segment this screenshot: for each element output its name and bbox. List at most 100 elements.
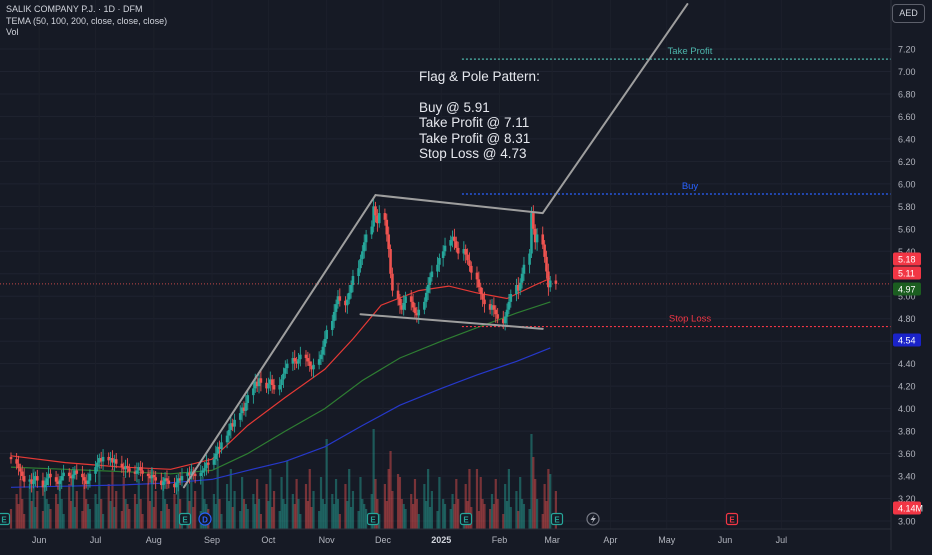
candle-body bbox=[56, 481, 60, 484]
y-tick-label: 4.20 bbox=[898, 382, 916, 392]
volume-bar bbox=[492, 504, 495, 529]
candle-body bbox=[73, 470, 77, 475]
candle-body bbox=[20, 471, 24, 477]
candle-body bbox=[146, 473, 150, 477]
volume-bar bbox=[194, 491, 197, 529]
candle-body bbox=[413, 307, 417, 314]
candle-body bbox=[404, 296, 407, 303]
volume-bar bbox=[58, 479, 61, 529]
volume-bar bbox=[464, 484, 467, 529]
candle-body bbox=[15, 459, 18, 464]
candle-body bbox=[312, 364, 315, 370]
volume-bar bbox=[522, 504, 526, 529]
tema-line-3 bbox=[10, 347, 551, 488]
volume-bar bbox=[9, 509, 13, 529]
candle-body bbox=[317, 359, 321, 365]
candle-body bbox=[535, 234, 539, 243]
candle-body bbox=[496, 314, 499, 319]
candle-body bbox=[62, 472, 65, 477]
volume-bar bbox=[225, 484, 229, 529]
note-tp1: Take Profit @ 7.11 bbox=[419, 115, 530, 130]
candle-body bbox=[547, 271, 550, 288]
candle-body bbox=[475, 272, 479, 280]
volume-bar bbox=[162, 477, 165, 529]
volume-bar bbox=[430, 491, 433, 529]
volume-bar bbox=[278, 511, 281, 529]
currency-badge[interactable]: AED bbox=[892, 4, 925, 23]
note-stop: Stop Loss @ 4.73 bbox=[419, 146, 527, 161]
candle-body bbox=[229, 423, 233, 430]
candle-body bbox=[148, 476, 152, 479]
candle-body bbox=[30, 479, 33, 484]
volume-bar bbox=[267, 501, 270, 529]
candle-body bbox=[152, 474, 156, 478]
candle-body bbox=[246, 395, 250, 403]
marker-letter: D bbox=[202, 516, 208, 525]
volume-bar bbox=[528, 509, 531, 529]
candle-body bbox=[99, 458, 103, 462]
volume-bar bbox=[520, 499, 524, 529]
tema-line-1 bbox=[10, 277, 551, 470]
candle-body bbox=[501, 318, 505, 324]
symbol-line[interactable]: SALIK COMPANY P.J. · 1D · DFM bbox=[6, 4, 143, 14]
candle-body bbox=[464, 249, 467, 255]
volume-bar bbox=[45, 499, 48, 529]
volume-bar bbox=[239, 511, 242, 529]
volume-bar bbox=[70, 501, 73, 529]
volume-bar bbox=[21, 499, 24, 529]
price-label-text: 4.14M bbox=[898, 504, 923, 514]
volume-bar bbox=[160, 511, 163, 529]
y-tick-label: 6.00 bbox=[898, 179, 916, 189]
volume-bar bbox=[295, 479, 298, 529]
price-label-text: 4.54 bbox=[898, 336, 916, 346]
candle-body bbox=[456, 247, 460, 254]
y-tick-label: 4.00 bbox=[898, 404, 916, 414]
volume-bar bbox=[545, 501, 548, 529]
candle-body bbox=[398, 298, 402, 306]
candle-body bbox=[163, 478, 167, 482]
tema-indicator-line[interactable]: TEMA (50, 100, 200, close, close, close) bbox=[6, 15, 168, 26]
pattern-breakout-line bbox=[541, 3, 689, 215]
candle-body bbox=[47, 473, 50, 479]
volume-bar bbox=[404, 509, 407, 529]
volume-bar bbox=[218, 499, 221, 529]
pattern-pole-line bbox=[182, 194, 377, 489]
candle-body bbox=[268, 379, 272, 384]
volume-indicator-line[interactable]: Vol bbox=[6, 27, 19, 37]
volume-bar bbox=[481, 499, 484, 529]
candle-body bbox=[396, 290, 400, 299]
volume-bar bbox=[75, 491, 78, 529]
candle-body bbox=[225, 435, 229, 443]
volume-bar bbox=[241, 477, 244, 529]
candle-body bbox=[265, 382, 268, 389]
candle-body bbox=[36, 476, 39, 481]
candle-body bbox=[161, 481, 165, 486]
volume-bar bbox=[423, 484, 426, 529]
level-lines-layer: Take Profit Buy Stop Loss bbox=[0, 46, 891, 328]
chart-legend: SALIK COMPANY P.J. · 1D · DFM TEMA (50, … bbox=[6, 4, 167, 39]
volume-bar bbox=[331, 494, 334, 529]
y-tick-label: 3.80 bbox=[898, 427, 916, 437]
candle-body bbox=[180, 476, 184, 481]
time-axis[interactable]: Jun Jul Aug Sep Oct Nov Dec 2025 Feb Mar Apr May Jun… bbox=[0, 528, 891, 545]
candle-body bbox=[220, 442, 223, 450]
candle-body bbox=[389, 249, 392, 274]
volume-bar bbox=[519, 477, 522, 529]
candle-body bbox=[267, 383, 270, 389]
y-tick-label: 3.20 bbox=[898, 494, 916, 504]
volume-bar bbox=[30, 501, 33, 529]
volume-bar bbox=[122, 477, 125, 529]
volume-bar bbox=[56, 504, 60, 529]
volume-bar bbox=[120, 511, 123, 529]
y-tick-label: 6.60 bbox=[898, 112, 916, 122]
candle-body bbox=[109, 458, 112, 461]
candle-body bbox=[252, 388, 255, 396]
volume-bar bbox=[167, 509, 170, 529]
volume-bar bbox=[98, 467, 101, 529]
earnings-marker bbox=[459, 512, 473, 526]
volume-bar bbox=[389, 451, 392, 529]
candle-body bbox=[409, 296, 413, 302]
candle-body bbox=[533, 228, 537, 243]
